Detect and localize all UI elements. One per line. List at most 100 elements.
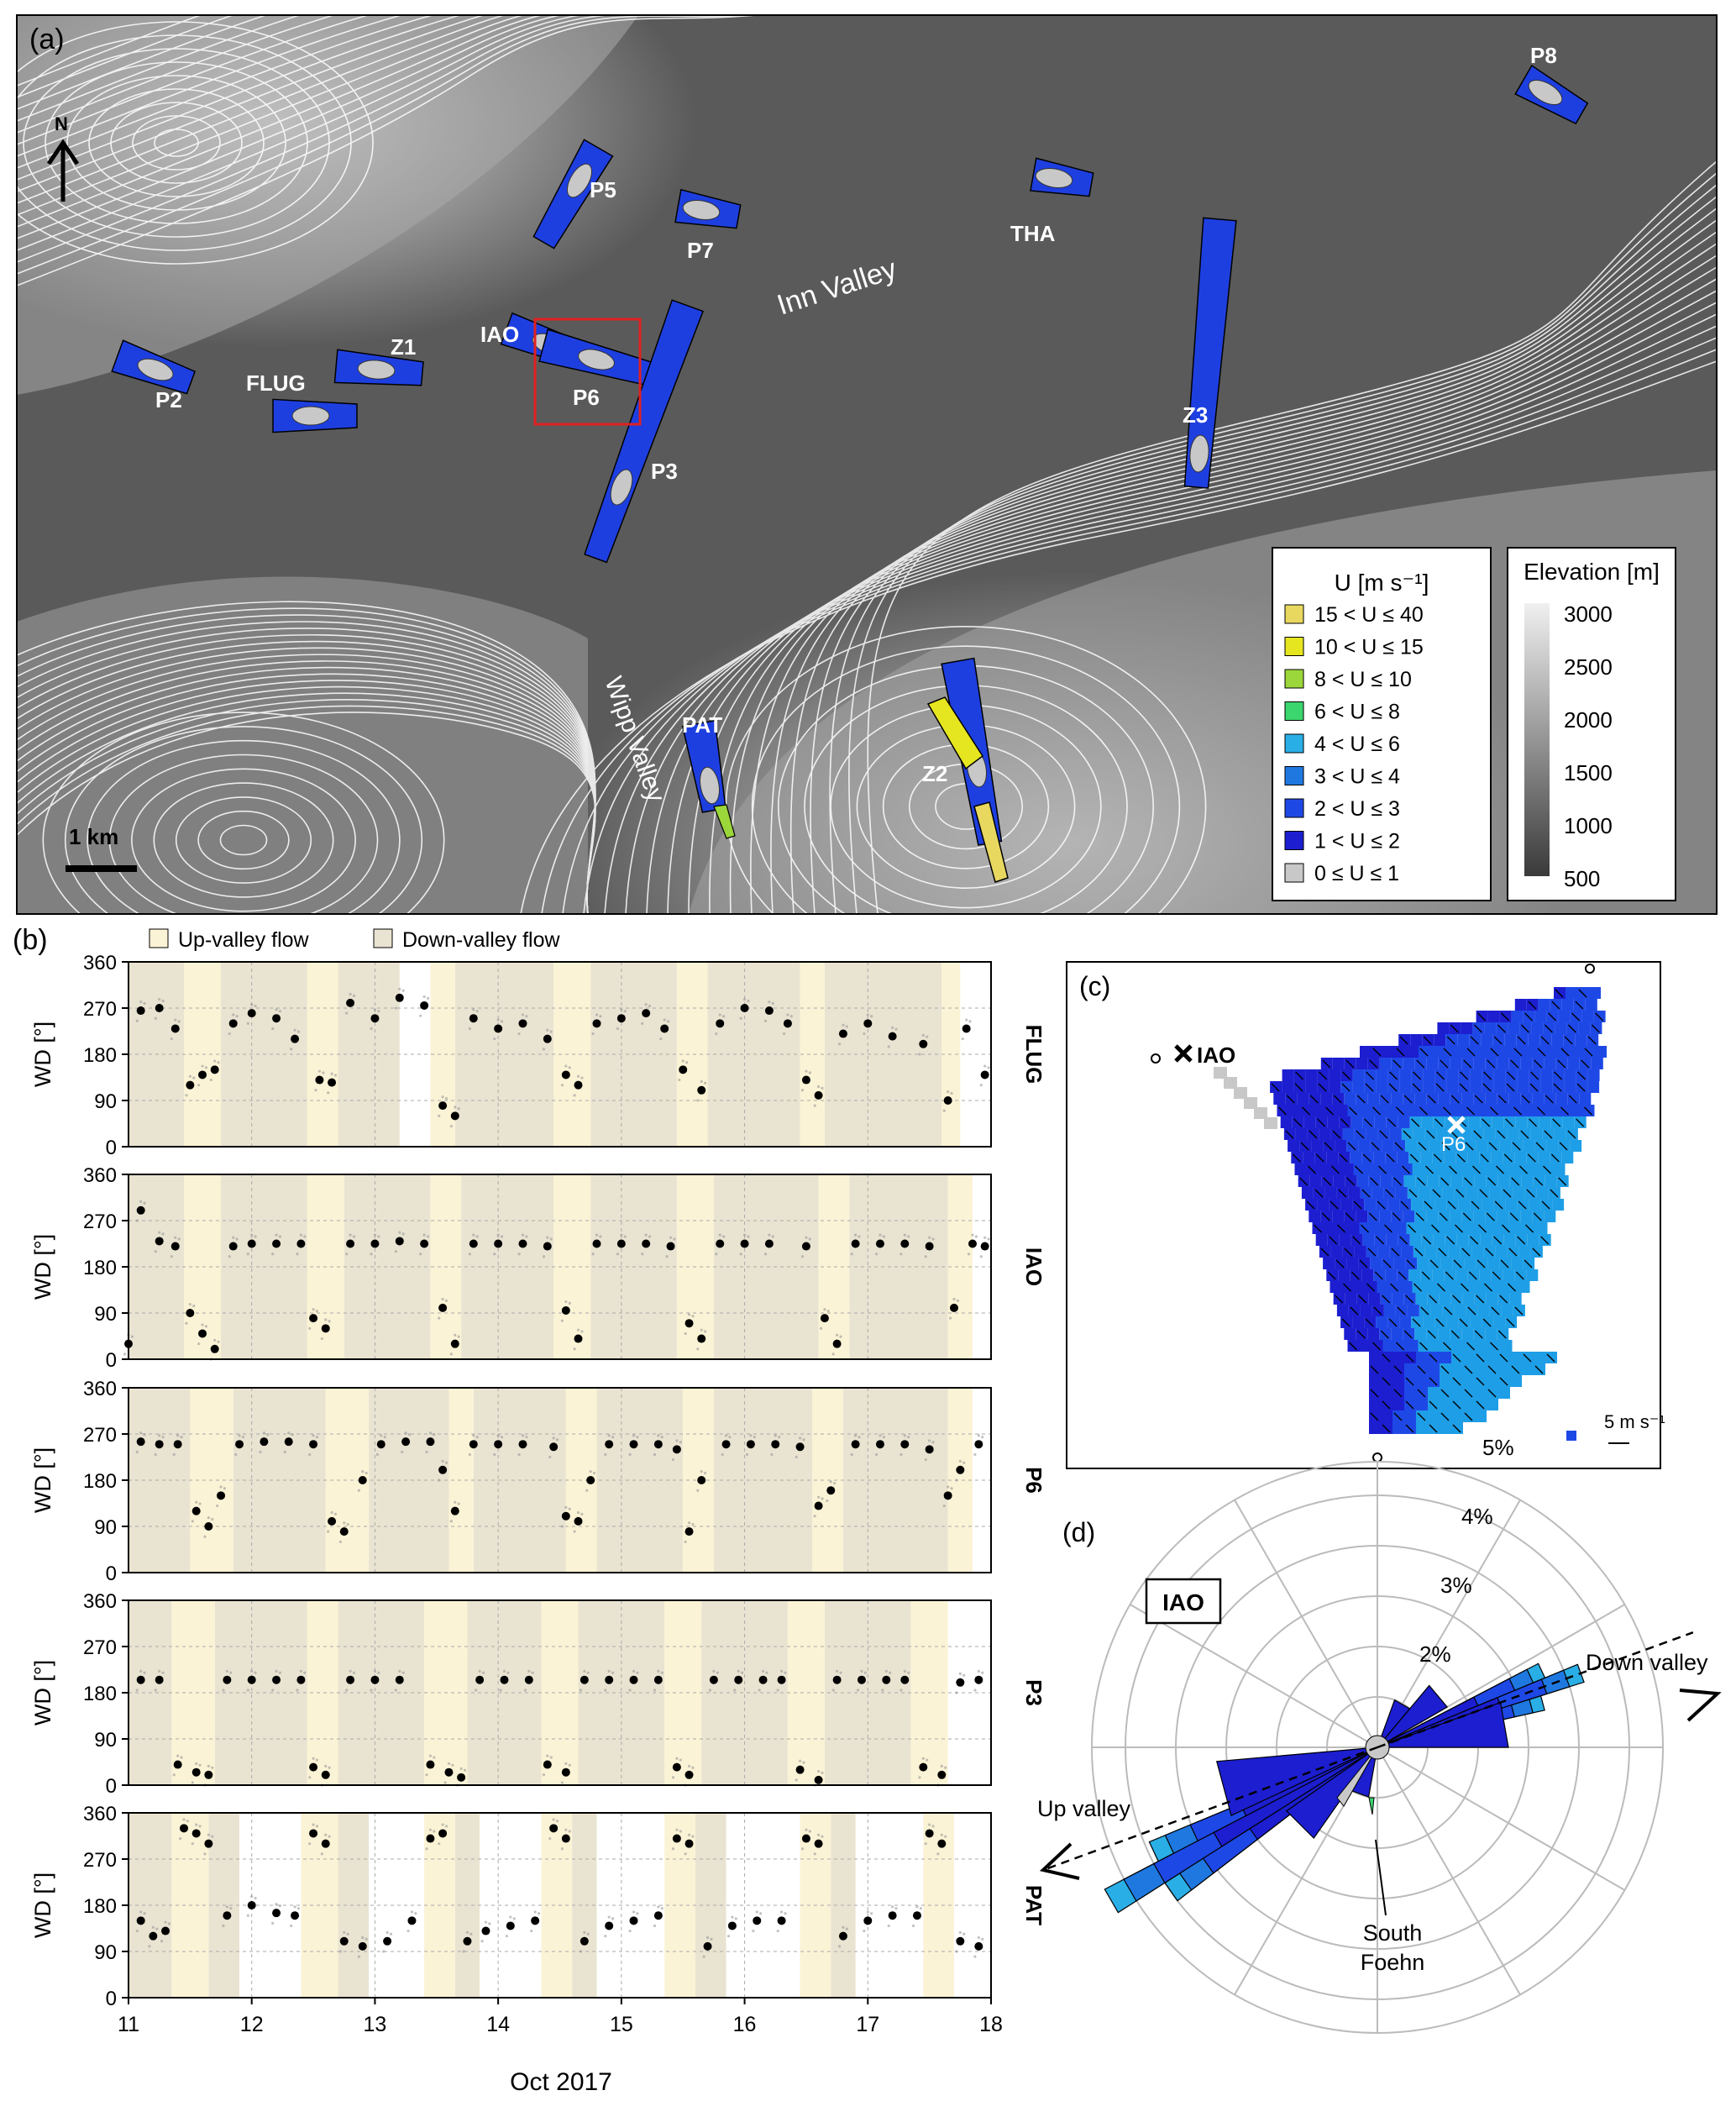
raw-sample-point	[977, 1434, 980, 1437]
raw-sample-point	[246, 1914, 249, 1917]
raw-sample-point	[322, 1071, 325, 1074]
velocity-cell	[1305, 1069, 1318, 1081]
velocity-cell	[1473, 1058, 1486, 1069]
mean-wd-point	[925, 1829, 934, 1838]
mean-wd-point	[228, 1242, 238, 1251]
velocity-vector	[1417, 1365, 1426, 1374]
velocity-cell	[1468, 1234, 1481, 1246]
velocity-cell	[1536, 1046, 1548, 1058]
velocity-cell	[1317, 1199, 1330, 1211]
raw-sample-point	[616, 1027, 620, 1031]
velocity-vector	[1356, 1330, 1366, 1339]
raw-sample-point	[722, 1015, 726, 1018]
mean-wd-point	[943, 1096, 952, 1105]
raw-sample-point	[135, 1929, 139, 1933]
raw-sample-point	[143, 1001, 146, 1006]
velocity-cell	[1418, 1105, 1430, 1116]
speed-legend-title: U [m s⁻¹]	[1335, 570, 1429, 596]
velocity-cell	[1398, 1234, 1410, 1246]
raw-sample-point	[406, 1929, 410, 1933]
raw-sample-point	[357, 1955, 360, 1958]
velocity-vector	[1532, 1247, 1541, 1257]
site-rose-calm	[610, 469, 633, 506]
raw-sample-point	[802, 1761, 805, 1764]
velocity-cell	[1424, 1163, 1436, 1175]
raw-sample-point	[675, 1828, 679, 1831]
velocity-cell	[1333, 1293, 1345, 1305]
velocity-cell	[1440, 1399, 1451, 1410]
raw-sample-point	[484, 1920, 488, 1924]
velocity-cell	[1364, 1081, 1377, 1093]
mean-wd-point	[653, 1675, 663, 1684]
velocity-cell	[1416, 1410, 1428, 1422]
y-tick-label: 270	[83, 1211, 117, 1233]
velocity-cell	[1499, 1258, 1512, 1269]
velocity-cell	[1416, 1352, 1428, 1363]
down-valley-period	[849, 1174, 948, 1359]
velocity-cell	[1298, 1175, 1310, 1187]
velocity-cell	[1309, 1175, 1322, 1187]
velocity-cell	[1391, 1093, 1403, 1105]
velocity-vector	[1477, 1012, 1487, 1022]
mean-wd-point	[734, 1675, 743, 1684]
velocity-cell	[1280, 1116, 1293, 1128]
mean-wd-point	[814, 1775, 823, 1784]
velocity-cell	[1330, 1163, 1342, 1175]
velocity-cell	[1309, 1211, 1321, 1222]
x-tick-label: 12	[240, 2013, 264, 2036]
velocity-cell	[1377, 1128, 1390, 1140]
velocity-vector	[1405, 1353, 1414, 1363]
raw-sample-point	[882, 1436, 885, 1439]
raw-sample-point	[691, 1522, 695, 1526]
velocity-vector	[1438, 1247, 1447, 1257]
raw-sample-point	[878, 1233, 882, 1237]
raw-sample-point	[795, 1778, 798, 1782]
raw-sample-point	[365, 1471, 368, 1475]
velocity-cell	[1379, 1211, 1392, 1222]
raw-sample-point	[753, 1436, 756, 1439]
raw-sample-point	[595, 1233, 599, 1237]
raw-sample-point	[583, 1669, 586, 1673]
velocity-vector	[1405, 1400, 1414, 1410]
raw-sample-point	[918, 1053, 921, 1056]
velocity-cell	[1514, 1152, 1527, 1163]
raw-sample-point	[687, 1833, 691, 1836]
raw-sample-point	[204, 1066, 208, 1069]
raw-sample-point	[525, 1436, 528, 1439]
velocity-cell	[1501, 1046, 1513, 1058]
velocity-cell	[1376, 1316, 1388, 1328]
raw-sample-point	[947, 1485, 950, 1489]
velocity-cell	[1359, 1105, 1371, 1116]
velocity-cell	[1394, 1222, 1407, 1234]
velocity-cell	[1419, 1046, 1430, 1058]
site-rose-calm	[578, 349, 615, 370]
velocity-vector	[1493, 1036, 1503, 1045]
velocity-cell	[1475, 1352, 1487, 1363]
raw-sample-point	[246, 1253, 249, 1256]
velocity-vector	[1462, 1212, 1471, 1221]
velocity-cell	[1347, 1340, 1360, 1352]
velocity-cell	[1381, 1375, 1392, 1387]
velocity-vector	[1528, 1001, 1537, 1010]
velocity-cell	[1362, 1116, 1375, 1128]
series-name-label: IAO	[1021, 1247, 1046, 1286]
velocity-vector	[1420, 1306, 1429, 1316]
velocity-cell	[1471, 1163, 1483, 1175]
velocity-vector	[1479, 1189, 1488, 1198]
velocity-cell	[1392, 1363, 1404, 1375]
mean-wd-point	[204, 1770, 213, 1779]
velocity-cell	[1307, 1128, 1319, 1140]
raw-sample-point	[580, 1512, 584, 1515]
velocity-cell	[1419, 1305, 1431, 1316]
velocity-cell	[1371, 1222, 1383, 1234]
raw-sample-point	[560, 1319, 564, 1322]
velocity-cell	[1458, 1316, 1471, 1328]
velocity-vector	[1322, 1059, 1331, 1069]
velocity-cell	[1498, 1363, 1510, 1375]
raw-sample-point	[191, 1781, 194, 1784]
series-name-label: PAT	[1021, 1885, 1046, 1925]
velocity-vector	[1382, 1424, 1391, 1433]
velocity-cell	[1416, 1387, 1428, 1399]
velocity-cell	[1530, 1128, 1543, 1140]
velocity-cell	[1567, 1058, 1580, 1069]
